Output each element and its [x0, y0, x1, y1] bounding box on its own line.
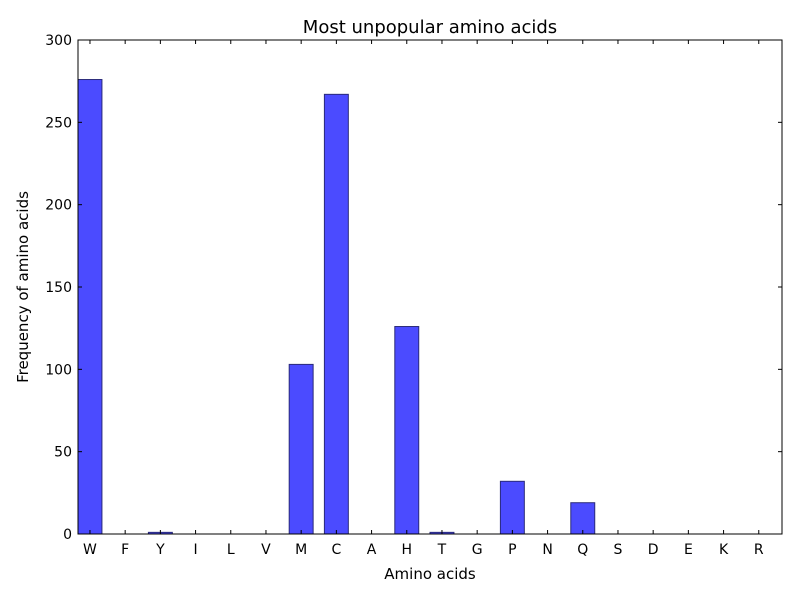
- x-tick-label: F: [121, 542, 129, 558]
- x-tick-label: D: [648, 542, 659, 558]
- y-tick-label: 0: [63, 527, 72, 543]
- y-axis-ticks: 0 50 100 150 200 250 300: [45, 33, 782, 543]
- x-axis-title: Amino acids: [384, 565, 476, 583]
- y-tick-label: 150: [45, 280, 72, 296]
- x-tick-label: A: [367, 542, 377, 558]
- x-tick-label: W: [83, 542, 97, 558]
- x-tick-label: K: [719, 542, 729, 558]
- chart-title: Most unpopular amino acids: [303, 17, 557, 38]
- x-tick-label: R: [754, 542, 764, 558]
- y-axis-title: Frequency of amino acids: [14, 191, 32, 383]
- x-tick-label: V: [261, 542, 271, 558]
- y-tick-label: 200: [45, 198, 72, 214]
- x-tick-label: L: [227, 542, 235, 558]
- x-tick-label: G: [472, 542, 483, 558]
- plot-frame: [77, 39, 783, 535]
- bar-Q: [570, 502, 596, 535]
- bar-W: [77, 79, 103, 535]
- y-tick-label: 300: [45, 33, 72, 49]
- x-tick-label: Y: [155, 542, 165, 558]
- x-tick-label: N: [542, 542, 552, 558]
- x-tick-label: C: [331, 542, 341, 558]
- y-tick-label: 100: [45, 362, 72, 378]
- y-tick-label: 250: [45, 115, 72, 131]
- y-tick-label: 50: [54, 445, 72, 461]
- bar-M: [288, 363, 314, 535]
- x-tick-label: Q: [577, 542, 588, 558]
- x-tick-label: P: [508, 542, 516, 558]
- bar-P: [499, 480, 525, 535]
- bar-C: [323, 93, 349, 535]
- x-tick-label: E: [684, 542, 693, 558]
- x-tick-label: M: [295, 542, 307, 558]
- bars-group: [77, 79, 596, 535]
- x-tick-label: T: [437, 542, 447, 558]
- x-tick-label: S: [614, 542, 623, 558]
- x-tick-label: I: [193, 542, 197, 558]
- bar-H: [394, 326, 420, 535]
- x-tick-label: H: [402, 542, 413, 558]
